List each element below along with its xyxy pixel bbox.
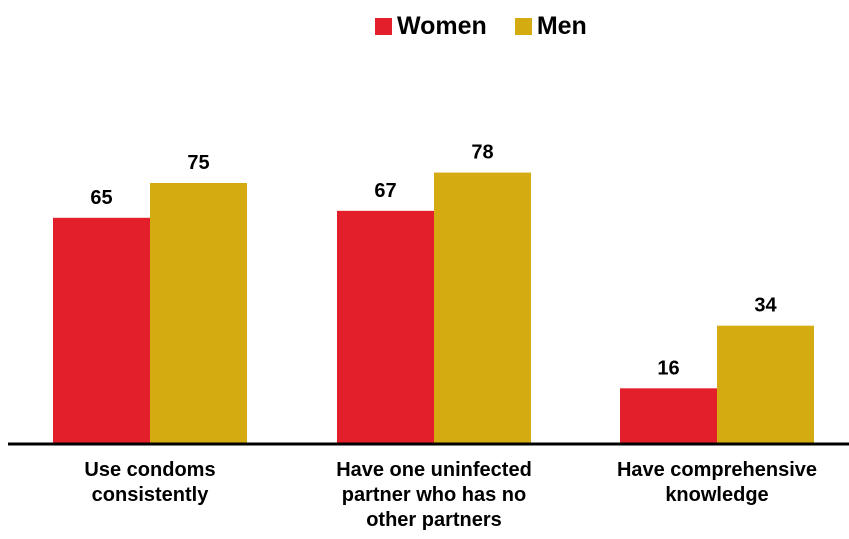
value-label-men-1: 78 (471, 142, 493, 164)
legend-item-men: Men (514, 12, 587, 41)
bar-women-1 (337, 210, 434, 444)
legend-swatch-men (514, 18, 532, 35)
value-label-men-2: 34 (754, 295, 777, 317)
category-label-2: Have comprehensive knowledge (616, 459, 818, 506)
legend-label-women: Women (397, 12, 487, 40)
bar-women-2 (620, 388, 717, 444)
value-label-women-2: 16 (657, 357, 679, 379)
chart-legend: Women Men (375, 12, 587, 41)
legend-item-women: Women (375, 12, 487, 41)
bar-women-0 (53, 217, 150, 444)
bar-men-0 (150, 183, 247, 444)
value-label-women-0: 65 (90, 187, 112, 209)
category-label-0: Use condoms consistently (84, 459, 216, 506)
bars-group (53, 172, 814, 444)
bar-men-1 (434, 172, 531, 444)
legend-label-men: Men (536, 12, 587, 40)
value-labels-group: 65 75 67 78 16 34 (90, 142, 777, 380)
category-label-1: Have one uninfected partner who has no o… (336, 459, 532, 531)
value-label-men-0: 75 (187, 152, 209, 174)
bar-men-2 (717, 325, 814, 444)
legend-swatch-women (375, 18, 392, 35)
value-label-women-1: 67 (374, 180, 396, 202)
